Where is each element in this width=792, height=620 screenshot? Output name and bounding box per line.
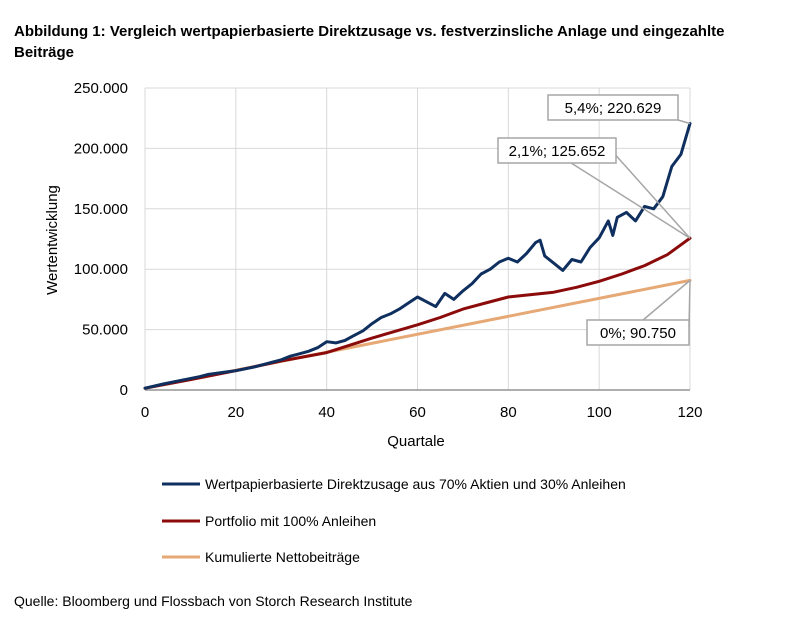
annotation-leader-line	[677, 119, 691, 125]
annotation-label: 0%; 90.750	[600, 325, 676, 342]
y-tick-labels: 0 50.000 100.000 150.000 200.000 250.000	[74, 80, 128, 399]
legend-entry: Kumulierte Nettobeiträge	[205, 549, 360, 565]
annotation-label: 5,4%; 220.629	[565, 100, 662, 117]
y-tick-label: 200.000	[74, 140, 128, 157]
y-axis-label: Wertentwicklung	[44, 185, 61, 295]
x-tick-labels: 0 20 40 60 80 100 120	[141, 404, 703, 421]
annotation-label: 2,1%; 125.652	[509, 143, 606, 160]
series-line-0	[143, 122, 692, 390]
y-tick-label: 100.000	[74, 261, 128, 278]
x-tick-label: 40	[318, 404, 335, 421]
annotation-box	[497, 137, 617, 164]
y-tick-label: 50.000	[82, 322, 128, 339]
x-tick-label: 120	[677, 404, 702, 421]
line-chart: 0 50.000 100.000 150.000 200.000 250.000 0 20 4…	[44, 80, 703, 565]
x-tick-label: 20	[227, 404, 244, 421]
source-note: Quelle: Bloomberg und Flossbach von Stor…	[14, 593, 413, 609]
annotation-leader-line	[615, 154, 691, 239]
x-tick-label: 60	[409, 404, 426, 421]
y-tick-label: 150.000	[74, 201, 128, 218]
legend: Wertpapierbasierte Direktzusage aus 70% …	[162, 476, 626, 565]
x-tick-label: 100	[587, 404, 612, 421]
y-tick-label: 250.000	[74, 80, 128, 97]
legend-entry: Portfolio mit 100% Anleihen	[205, 513, 376, 529]
series-lines	[143, 122, 692, 390]
annotation-leader-line	[642, 279, 691, 321]
x-tick-label: 80	[500, 404, 517, 421]
x-axis-label: Quartale	[387, 433, 445, 450]
annotation-box	[586, 319, 690, 346]
y-tick-label: 0	[120, 382, 128, 399]
figure-title: Abbildung 1: Vergleich wertpapierbasiert…	[14, 23, 725, 61]
legend-entry: Wertpapierbasierte Direktzusage aus 70% …	[205, 476, 626, 492]
data-annotations: 5,4%; 220.629 2,1%; 125.652 0%; 90.750	[497, 94, 691, 346]
x-tick-label: 0	[141, 404, 149, 421]
annotation-box	[547, 94, 679, 121]
annotation-leader-line	[570, 162, 691, 239]
